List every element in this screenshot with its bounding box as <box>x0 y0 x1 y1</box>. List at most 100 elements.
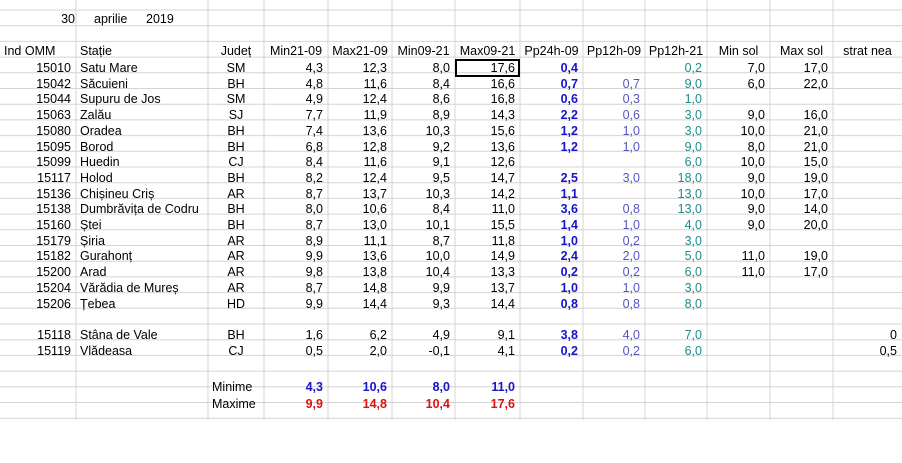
cell-min09-21[interactable]: 10,3 <box>425 186 450 201</box>
cell-statie[interactable]: Huedin <box>80 155 120 170</box>
cell-judet[interactable]: AR <box>227 249 245 264</box>
header-judet[interactable]: Județ <box>220 44 252 58</box>
cell-ind-omm[interactable]: 15118 <box>37 327 71 342</box>
summary-min-value[interactable]: 10,6 <box>362 380 387 394</box>
cell-min09-21[interactable]: 10,0 <box>425 249 450 264</box>
cell-pp12h-21[interactable]: 3,0 <box>684 233 702 248</box>
cell-max-sol[interactable]: 22,0 <box>803 76 828 91</box>
cell-min21-09[interactable]: 0,5 <box>305 343 323 358</box>
cell-ind-omm[interactable]: 15117 <box>37 170 71 185</box>
cell-min09-21[interactable]: 4,9 <box>432 327 450 342</box>
cell-ind-omm[interactable]: 15136 <box>36 186 71 201</box>
cell-min09-21[interactable]: 9,9 <box>432 280 450 295</box>
summary-max-value[interactable]: 14,8 <box>362 397 387 411</box>
summary-max-value[interactable]: 17,6 <box>490 397 515 411</box>
cell-max09-21[interactable]: 17,6 <box>455 59 520 77</box>
header-strat-nea[interactable]: strat nea <box>843 44 892 58</box>
cell-min21-09[interactable]: 6,8 <box>305 139 323 154</box>
cell-min09-21[interactable]: 9,5 <box>432 170 450 185</box>
cell-pp12h-21[interactable]: 9,0 <box>684 76 702 91</box>
cell-pp12h-09[interactable]: 1,0 <box>622 280 640 295</box>
cell-min21-09[interactable]: 4,3 <box>305 61 323 75</box>
cell-max09-21[interactable]: 11,0 <box>491 202 515 217</box>
cell-max-sol[interactable] <box>770 342 833 360</box>
cell-min21-09[interactable]: 4,9 <box>305 92 323 107</box>
header-min21-09[interactable]: Min21-09 <box>269 44 323 58</box>
cell-min-sol[interactable]: 7,0 <box>747 61 765 75</box>
cell-min-sol[interactable]: 10,0 <box>740 186 765 201</box>
cell-statie[interactable]: Borod <box>80 139 114 154</box>
summary-min-label[interactable]: Minime <box>212 380 253 394</box>
cell-min21-09[interactable]: 9,8 <box>305 265 323 280</box>
cell-pp12h-09[interactable]: 0,2 <box>622 265 640 280</box>
cell-max21-09[interactable]: 10,6 <box>362 202 387 217</box>
cell-min09-21[interactable]: 8,4 <box>432 76 450 91</box>
cell-min21-09[interactable]: 8,7 <box>305 186 323 201</box>
cell-max21-09[interactable]: 13,7 <box>362 186 387 201</box>
cell-pp12h-21[interactable]: 3,0 <box>684 108 702 123</box>
cell-pp12h-09[interactable]: 2,0 <box>622 249 640 264</box>
cell-max09-21[interactable]: 9,1 <box>497 327 515 342</box>
header-statie[interactable]: Stație <box>80 44 112 58</box>
cell-pp24h-09[interactable]: 3,8 <box>560 327 578 342</box>
cell-max21-09[interactable]: 14,8 <box>362 280 387 295</box>
cell-pp12h-21[interactable]: 6,0 <box>684 265 702 280</box>
cell-min21-09[interactable]: 1,6 <box>305 327 323 342</box>
cell-pp24h-09[interactable]: 3,6 <box>560 202 578 217</box>
header-min-sol[interactable]: Min sol <box>718 44 759 58</box>
cell-pp24h-09[interactable]: 2,4 <box>560 249 578 264</box>
cell-min09-21[interactable]: -0,1 <box>428 343 450 358</box>
cell-judet[interactable]: CJ <box>228 343 244 358</box>
cell-pp12h-21[interactable]: 1,0 <box>684 92 702 107</box>
cell-pp12h-09[interactable]: 4,0 <box>622 327 640 342</box>
cell-min21-09[interactable]: 9,9 <box>305 296 323 311</box>
cell-min09-21[interactable]: 8,0 <box>432 61 450 75</box>
cell-judet[interactable]: AR <box>227 280 245 295</box>
cell-pp12h-21[interactable]: 7,0 <box>684 327 702 342</box>
cell-judet[interactable]: CJ <box>228 155 244 170</box>
cell-min21-09[interactable]: 7,7 <box>305 108 323 123</box>
cell-min09-21[interactable]: 9,2 <box>432 139 450 154</box>
cell-max-sol[interactable]: 17,0 <box>803 61 828 75</box>
cell-judet[interactable]: BH <box>227 202 245 217</box>
cell-ind-omm[interactable]: 15095 <box>36 139 71 154</box>
cell-max09-21[interactable]: 13,6 <box>490 139 515 154</box>
cell-judet[interactable]: AR <box>227 186 245 201</box>
cell-pp24h-09[interactable]: 2,5 <box>560 170 578 185</box>
cell-min09-21[interactable]: 8,9 <box>432 108 450 123</box>
cell-min21-09[interactable]: 8,2 <box>305 170 323 185</box>
cell-strat-nea[interactable]: 0,5 <box>879 343 897 358</box>
cell-max09-21[interactable]: 15,6 <box>490 123 515 138</box>
cell-max09-21[interactable]: 12,6 <box>490 155 515 170</box>
cell-pp12h-09[interactable]: 0,2 <box>622 343 640 358</box>
cell-statie[interactable]: Holod <box>80 170 113 185</box>
cell-min21-09[interactable]: 8,7 <box>305 280 323 295</box>
cell-pp24h-09[interactable]: 1,0 <box>560 280 578 295</box>
cell-judet[interactable]: BH <box>227 76 245 91</box>
header-pp24h-09[interactable]: Pp24h-09 <box>524 44 579 58</box>
cell-judet[interactable]: BH <box>227 139 245 154</box>
cell-min-sol[interactable]: 9,0 <box>747 170 765 185</box>
cell-pp12h-09[interactable]: 3,0 <box>622 170 640 185</box>
cell-judet[interactable]: BH <box>227 170 245 185</box>
cell-ind-omm[interactable]: 15010 <box>36 61 71 75</box>
cell-ind-omm[interactable]: 15042 <box>36 76 71 91</box>
date-month[interactable]: aprilie <box>94 12 128 26</box>
cell-statie[interactable]: Chișineu Criș <box>80 186 155 201</box>
cell-judet[interactable]: HD <box>226 296 246 311</box>
cell-pp12h-21[interactable]: 13,0 <box>677 202 702 217</box>
cell-min09-21[interactable]: 9,1 <box>432 155 450 170</box>
cell-min09-21[interactable]: 8,4 <box>432 202 450 217</box>
cell-min-sol[interactable]: 10,0 <box>740 123 765 138</box>
cell-statie[interactable]: Gurahonț <box>80 249 133 264</box>
summary-min-value[interactable]: 4,3 <box>305 380 323 394</box>
date-day[interactable]: 30 <box>61 12 75 26</box>
cell-min-sol[interactable]: 11,0 <box>741 265 765 280</box>
date-year[interactable]: 2019 <box>146 12 174 26</box>
cell-max-sol[interactable]: 21,0 <box>803 123 828 138</box>
cell-pp24h-09[interactable]: 2,2 <box>560 108 578 123</box>
cell-min-sol[interactable] <box>707 342 770 360</box>
cell-statie[interactable]: Zalău <box>80 108 112 123</box>
cell-pp12h-09[interactable]: 0,3 <box>622 92 640 107</box>
